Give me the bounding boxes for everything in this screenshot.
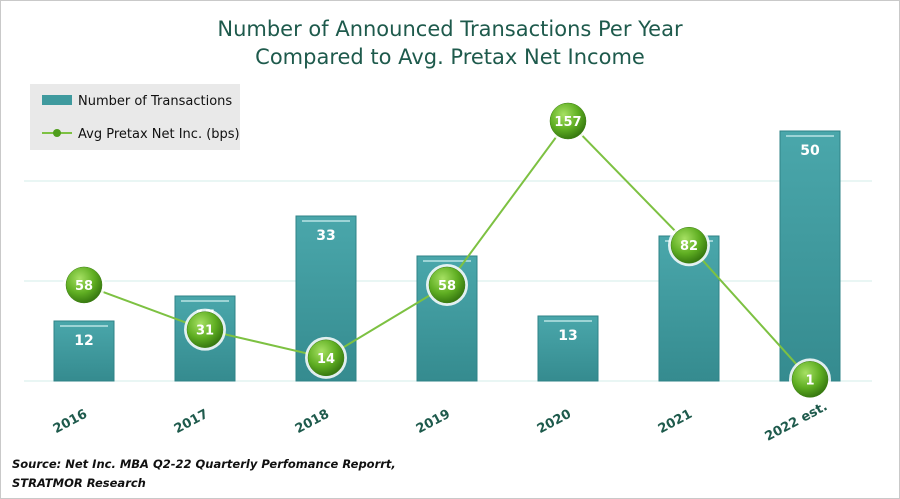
line-point-2020 xyxy=(549,102,587,140)
source-line-2: STRATMOR Research xyxy=(12,476,146,490)
bar-value-label: 12 xyxy=(74,333,93,349)
bar-2022est xyxy=(779,130,841,382)
point-value-label: 14 xyxy=(317,352,335,367)
x-axis-ticks: 2016 2017 2018 2019 2020 2021 2022 est. xyxy=(51,399,830,444)
chart-title-line-2: Compared to Avg. Pretax Net Income xyxy=(255,45,645,69)
line-point-2022est xyxy=(791,361,829,398)
x-tick-label: 2020 xyxy=(535,407,574,437)
bar-series: 12173325132950 xyxy=(53,130,841,382)
point-value-label: 58 xyxy=(75,279,93,294)
legend: Number of Transactions Avg Pretax Net In… xyxy=(30,84,240,150)
point-value-label: 1 xyxy=(805,373,814,388)
bar-value-label: 33 xyxy=(316,228,335,244)
chart-title-line-1: Number of Announced Transactions Per Yea… xyxy=(217,17,683,41)
point-value-label: 58 xyxy=(438,279,456,294)
point-value-label: 82 xyxy=(680,239,698,254)
line-point-2021 xyxy=(670,226,708,264)
x-tick-label: 2016 xyxy=(51,407,90,437)
legend-marker-swatch xyxy=(53,129,61,137)
x-tick-label: 2017 xyxy=(172,407,211,437)
legend-bar-label: Number of Transactions xyxy=(78,94,232,109)
line-point-2017 xyxy=(186,311,224,348)
x-tick-label: 2019 xyxy=(414,407,453,437)
point-value-label: 157 xyxy=(554,115,581,130)
bar-2016 xyxy=(53,320,115,382)
line-point-2016 xyxy=(65,266,103,304)
legend-bar-swatch xyxy=(42,95,72,105)
bar-value-label: 50 xyxy=(800,143,820,159)
line-point-2018 xyxy=(307,339,345,377)
x-tick-label: 2018 xyxy=(293,407,332,437)
point-value-label: 31 xyxy=(196,324,214,339)
line-point-2019 xyxy=(428,266,466,304)
legend-line-label: Avg Pretax Net Inc. (bps) xyxy=(78,127,240,142)
source-line-1: Source: Net Inc. MBA Q2-22 Quarterly Per… xyxy=(12,457,396,471)
x-tick-label: 2021 xyxy=(656,407,695,437)
x-tick-label: 2022 est. xyxy=(763,399,830,444)
bar-2020 xyxy=(537,315,599,382)
line-series: 58 31 14 58 157 82 1 xyxy=(63,100,831,401)
bar-value-label: 13 xyxy=(558,328,577,344)
